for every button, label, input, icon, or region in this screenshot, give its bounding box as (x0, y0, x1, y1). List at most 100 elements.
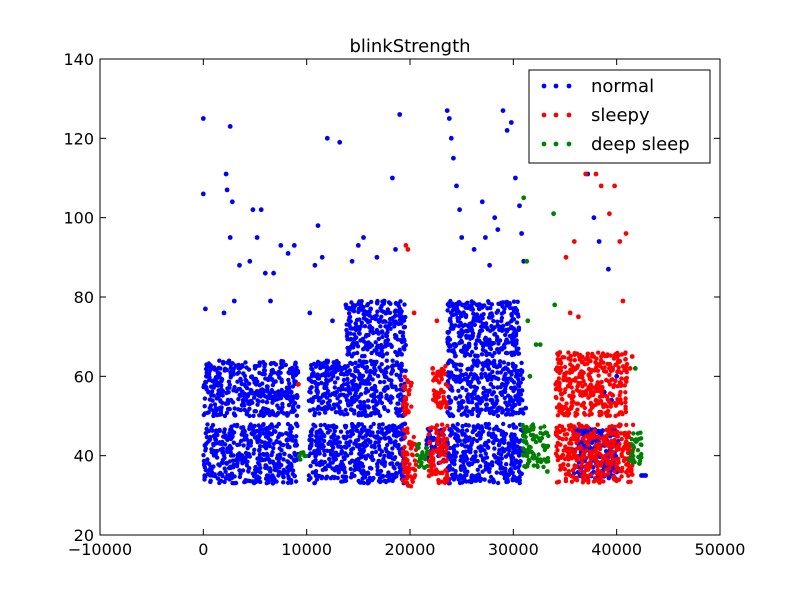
data-point (516, 395, 521, 400)
data-point (258, 479, 263, 485)
data-point (316, 398, 321, 403)
data-point (535, 459, 540, 464)
data-point (220, 460, 225, 466)
data-point (495, 480, 501, 486)
data-point (473, 341, 478, 347)
data-point (399, 318, 404, 323)
data-point (272, 477, 277, 482)
data-point (570, 429, 576, 434)
data-point (607, 211, 612, 217)
data-point (500, 108, 506, 113)
data-point (311, 370, 316, 376)
data-point (475, 353, 480, 359)
data-point (614, 373, 620, 379)
data-point (390, 358, 395, 363)
data-point (639, 436, 644, 441)
data-point (365, 453, 371, 458)
data-point (223, 171, 229, 177)
data-point (357, 358, 362, 363)
data-point (510, 361, 515, 366)
data-point (479, 424, 484, 429)
data-point (500, 446, 505, 451)
data-point (235, 456, 240, 461)
data-point (456, 330, 461, 335)
data-point (362, 407, 367, 413)
data-point (319, 400, 324, 406)
data-point (217, 358, 222, 363)
data-point (616, 358, 621, 363)
data-point (573, 477, 578, 482)
data-point (479, 446, 485, 451)
data-point (261, 422, 266, 428)
data-point (482, 477, 487, 482)
data-point (475, 475, 481, 480)
data-point (491, 427, 497, 432)
data-point (564, 401, 569, 406)
data-point (373, 316, 378, 322)
data-point (511, 352, 517, 357)
data-point (313, 381, 318, 386)
data-point (375, 429, 381, 435)
data-point (213, 379, 219, 385)
data-point (228, 375, 233, 380)
data-point (383, 367, 388, 372)
data-point (512, 442, 517, 447)
data-point (466, 334, 472, 340)
data-point (489, 434, 495, 440)
data-point (302, 453, 307, 459)
data-point (365, 347, 370, 352)
data-point (246, 367, 252, 372)
data-point (291, 403, 296, 409)
data-point (471, 358, 476, 363)
data-point (332, 380, 338, 385)
data-point (379, 400, 385, 406)
data-point (623, 350, 628, 355)
data-point (465, 329, 470, 334)
data-point (388, 477, 393, 483)
data-point (501, 360, 507, 365)
data-point (491, 385, 496, 390)
data-point (357, 451, 362, 456)
data-point (294, 413, 300, 418)
data-point (593, 442, 598, 448)
data-point (565, 413, 570, 418)
data-point (592, 428, 597, 433)
data-point (464, 428, 470, 433)
data-point (265, 456, 271, 462)
data-point (363, 404, 368, 409)
data-point (312, 262, 318, 268)
data-point (455, 315, 460, 321)
data-point (351, 378, 356, 383)
data-point (561, 462, 566, 467)
data-point (319, 373, 324, 378)
data-point (596, 386, 601, 391)
data-point (337, 410, 342, 415)
data-point (521, 195, 527, 201)
data-point (294, 457, 299, 463)
data-point (379, 308, 384, 313)
data-point (313, 453, 319, 458)
legend-marker (541, 112, 547, 118)
data-point (445, 361, 451, 366)
data-point (554, 395, 559, 401)
data-point (227, 235, 233, 240)
data-point (521, 433, 526, 439)
data-point (514, 320, 520, 325)
data-point (514, 346, 519, 351)
data-point (234, 463, 240, 469)
data-point (274, 424, 279, 429)
data-point (265, 466, 271, 471)
data-point (526, 449, 532, 455)
data-point (360, 464, 366, 469)
data-point (206, 428, 212, 434)
data-point (606, 413, 611, 418)
data-point (580, 354, 585, 360)
data-point (516, 469, 522, 474)
data-point (206, 361, 211, 366)
data-point (227, 382, 232, 387)
data-point (520, 388, 525, 393)
data-point (258, 444, 263, 449)
data-point (631, 431, 636, 436)
data-point (293, 421, 299, 427)
data-point (344, 327, 349, 333)
